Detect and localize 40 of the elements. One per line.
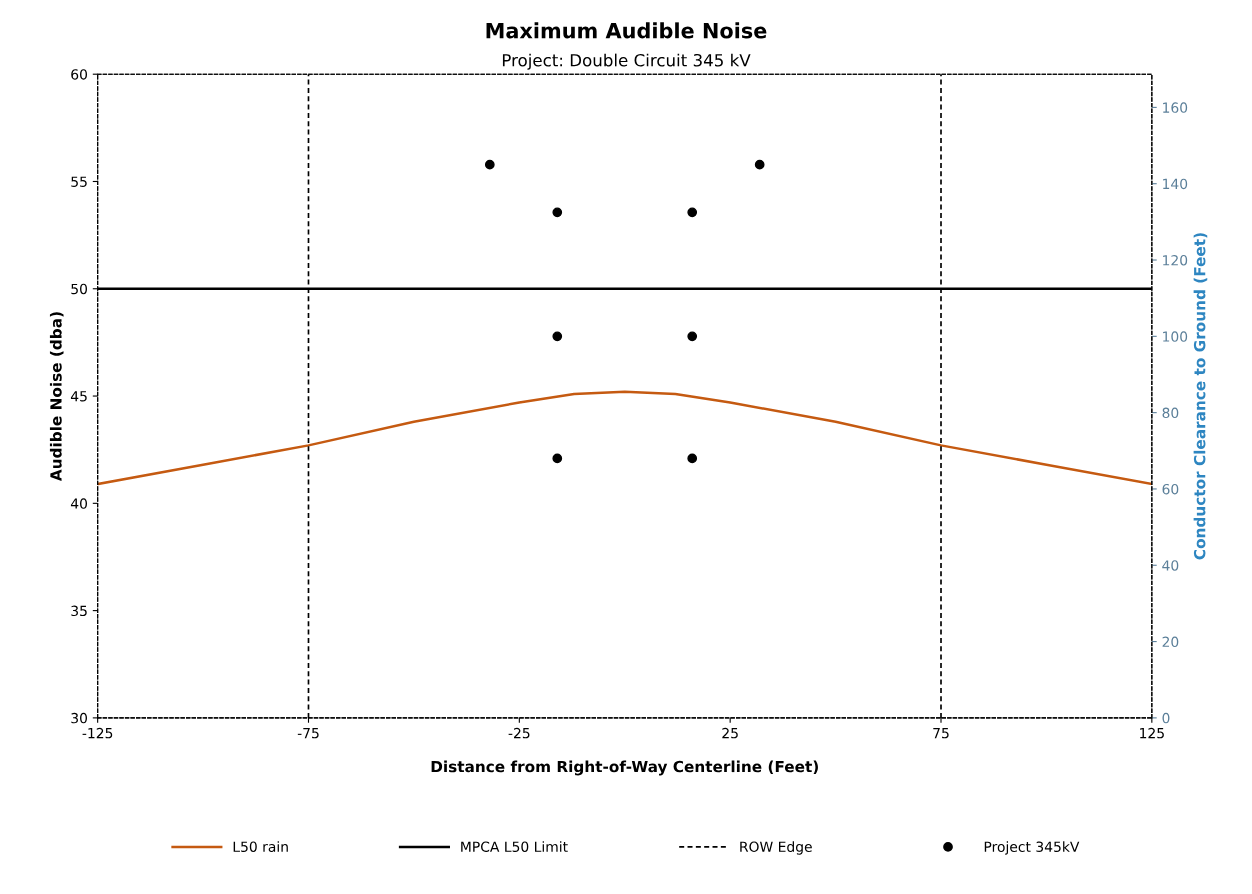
y-tick-label: 45	[70, 391, 87, 402]
x-tick-label: 25	[722, 727, 738, 739]
x-tick-label: -25	[508, 727, 530, 739]
y2-tick-label: 140	[1163, 178, 1188, 190]
legend-label: Project 345kV	[984, 841, 1080, 855]
x-tick-label: 125	[1140, 727, 1164, 739]
y2-tick-label: 100	[1163, 331, 1188, 342]
point	[687, 207, 698, 218]
x-axis-title: Distance from Right-of-Way Centerline (Feet)	[431, 760, 818, 776]
chart-title: Maximum Audible Noise	[486, 22, 767, 39]
x-tick-label: -125	[82, 727, 113, 739]
point	[687, 331, 698, 342]
y2-tick-label: 120	[1163, 254, 1188, 266]
y-tick-label: 60	[71, 69, 88, 80]
legend-label: MPCA L50 Limit	[461, 841, 568, 852]
point	[484, 159, 495, 170]
chart-subtitle: Project: Double Circuit 345 kV	[502, 53, 751, 70]
x-tick-label: 75	[933, 728, 949, 739]
y-axis-title: Audible Noise (dba)	[49, 312, 64, 482]
point	[552, 331, 563, 342]
x-tick-label: -75	[297, 728, 319, 739]
point	[552, 207, 563, 218]
y-tick-label: 30	[71, 712, 88, 724]
y-tick-label: 35	[71, 605, 87, 617]
line-series	[97, 390, 1152, 486]
point	[754, 159, 765, 170]
legend-label: L50 rain	[233, 841, 288, 852]
y2-tick-label: 40	[1162, 560, 1179, 571]
y2-tick-label: 60	[1162, 483, 1179, 495]
y2-tick-label: 0	[1162, 712, 1170, 724]
y2-tick-label: 160	[1163, 102, 1188, 113]
point	[552, 453, 563, 464]
y2-tick-label: 80	[1162, 407, 1179, 419]
point	[687, 453, 698, 464]
y2-axis-title: Conductor Clearance to Ground (Feet)	[1193, 233, 1208, 560]
y-tick-label: 40	[70, 498, 88, 509]
legend-label: ROW Edge	[740, 841, 812, 855]
y2-tick-label: 20	[1162, 636, 1179, 648]
y-tick-label: 50	[71, 283, 88, 295]
y-tick-label: 55	[71, 176, 87, 187]
